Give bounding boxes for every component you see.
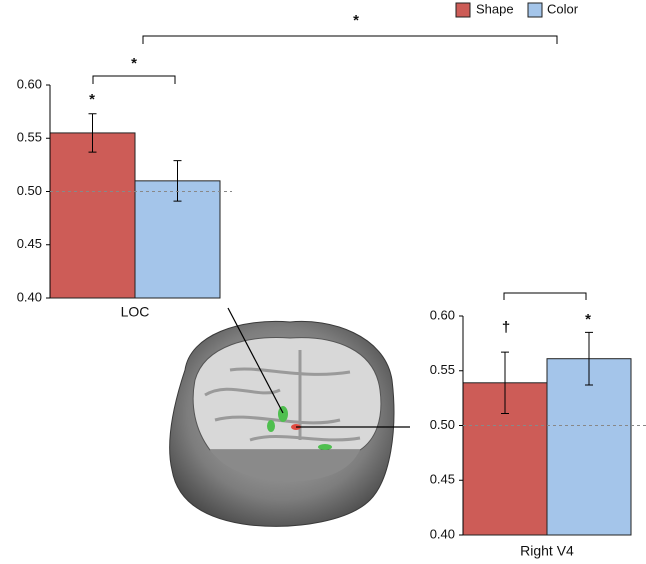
brain-image	[169, 307, 410, 527]
bar	[49, 132, 136, 299]
y-tick-label: 0.55	[430, 362, 455, 377]
legend-label: Color	[547, 1, 579, 16]
significance-marker: *	[131, 55, 137, 72]
y-tick-label: 0.40	[430, 526, 455, 541]
significance-marker: *	[353, 12, 359, 29]
bar	[546, 358, 632, 536]
y-tick-label: 0.40	[17, 289, 42, 304]
y-tick-label: 0.45	[17, 236, 42, 251]
x-tick-label: Right V4	[520, 543, 574, 559]
y-tick-label: 0.60	[17, 76, 42, 91]
x-tick-label: LOC	[121, 304, 150, 320]
y-tick-label: 0.50	[17, 183, 42, 198]
significance-marker: †	[502, 319, 510, 336]
error-bar	[585, 331, 593, 386]
significance-bracket	[142, 35, 558, 44]
error-bar	[501, 351, 509, 414]
y-tick-label: 0.60	[430, 307, 455, 322]
legend-swatch	[527, 2, 543, 18]
significance-marker: *	[89, 91, 95, 108]
y-tick-label: 0.45	[430, 472, 455, 487]
significance-bracket	[503, 292, 587, 300]
significance-marker: *	[585, 311, 591, 328]
error-bar	[88, 113, 97, 153]
y-tick-label: 0.55	[17, 130, 42, 145]
significance-bracket	[92, 75, 176, 84]
legend-swatch	[455, 2, 471, 18]
y-tick-label: 0.50	[430, 417, 455, 432]
error-bar	[173, 160, 182, 202]
legend-label: Shape	[476, 1, 514, 16]
